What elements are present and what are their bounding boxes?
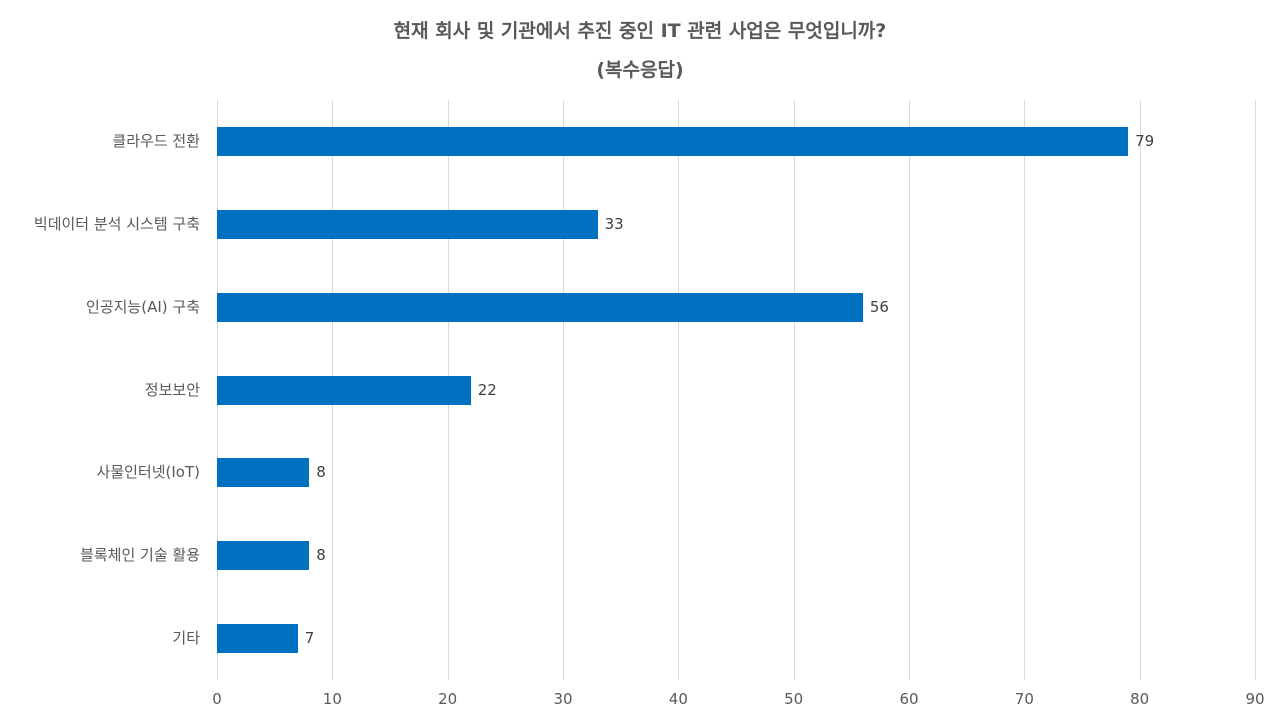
category-label: 기타: [172, 629, 200, 648]
data-label: 8: [316, 546, 326, 565]
x-tick-label: 90: [1245, 690, 1265, 708]
bar[interactable]: [217, 624, 298, 654]
x-tick-label: 70: [1014, 690, 1034, 708]
data-label: 79: [1135, 131, 1155, 150]
data-label: 56: [869, 297, 889, 316]
bar[interactable]: [217, 292, 863, 322]
chart-subtitle: (복수응답): [596, 59, 684, 81]
gridline: [793, 100, 795, 680]
x-tick-label: 60: [899, 690, 919, 708]
data-label: 22: [477, 380, 497, 399]
x-tick-label: 50: [784, 690, 804, 708]
bar[interactable]: [217, 126, 1129, 156]
bar[interactable]: [217, 375, 471, 405]
bar[interactable]: [217, 541, 310, 571]
gridline: [1255, 100, 1256, 680]
data-label: 33: [604, 214, 624, 233]
gridline: [1139, 100, 1141, 680]
category-label: 정보보안: [144, 380, 200, 399]
plot-area: 79 33 56 22 8 8 7: [217, 100, 1256, 680]
data-label: 8: [316, 463, 326, 482]
gridline: [1024, 100, 1026, 680]
category-label: 블록체인 기술 활용: [80, 546, 200, 565]
x-tick-label: 30: [553, 690, 573, 708]
category-label: 빅데이터 분석 시스템 구축: [33, 214, 200, 233]
x-tick-label: 10: [322, 690, 342, 708]
category-label: 인공지능(AI) 구축: [86, 297, 200, 316]
gridline: [563, 100, 564, 680]
x-tick-label: 40: [668, 690, 688, 708]
bar[interactable]: [217, 458, 310, 488]
data-label: 7: [304, 629, 315, 648]
x-tick-label: 0: [212, 690, 222, 708]
gridline: [678, 100, 680, 680]
x-tick-label: 20: [438, 690, 458, 708]
x-tick-label: 80: [1130, 690, 1150, 708]
chart-title: 현재 회사 및 기관에서 추진 중인 IT 관련 사업은 무엇입니까?: [393, 20, 887, 42]
bar[interactable]: [217, 209, 598, 239]
gridline: [909, 100, 910, 680]
category-label: 클라우드 전환: [112, 131, 200, 150]
category-label: 사물인터넷(IoT): [96, 463, 200, 482]
